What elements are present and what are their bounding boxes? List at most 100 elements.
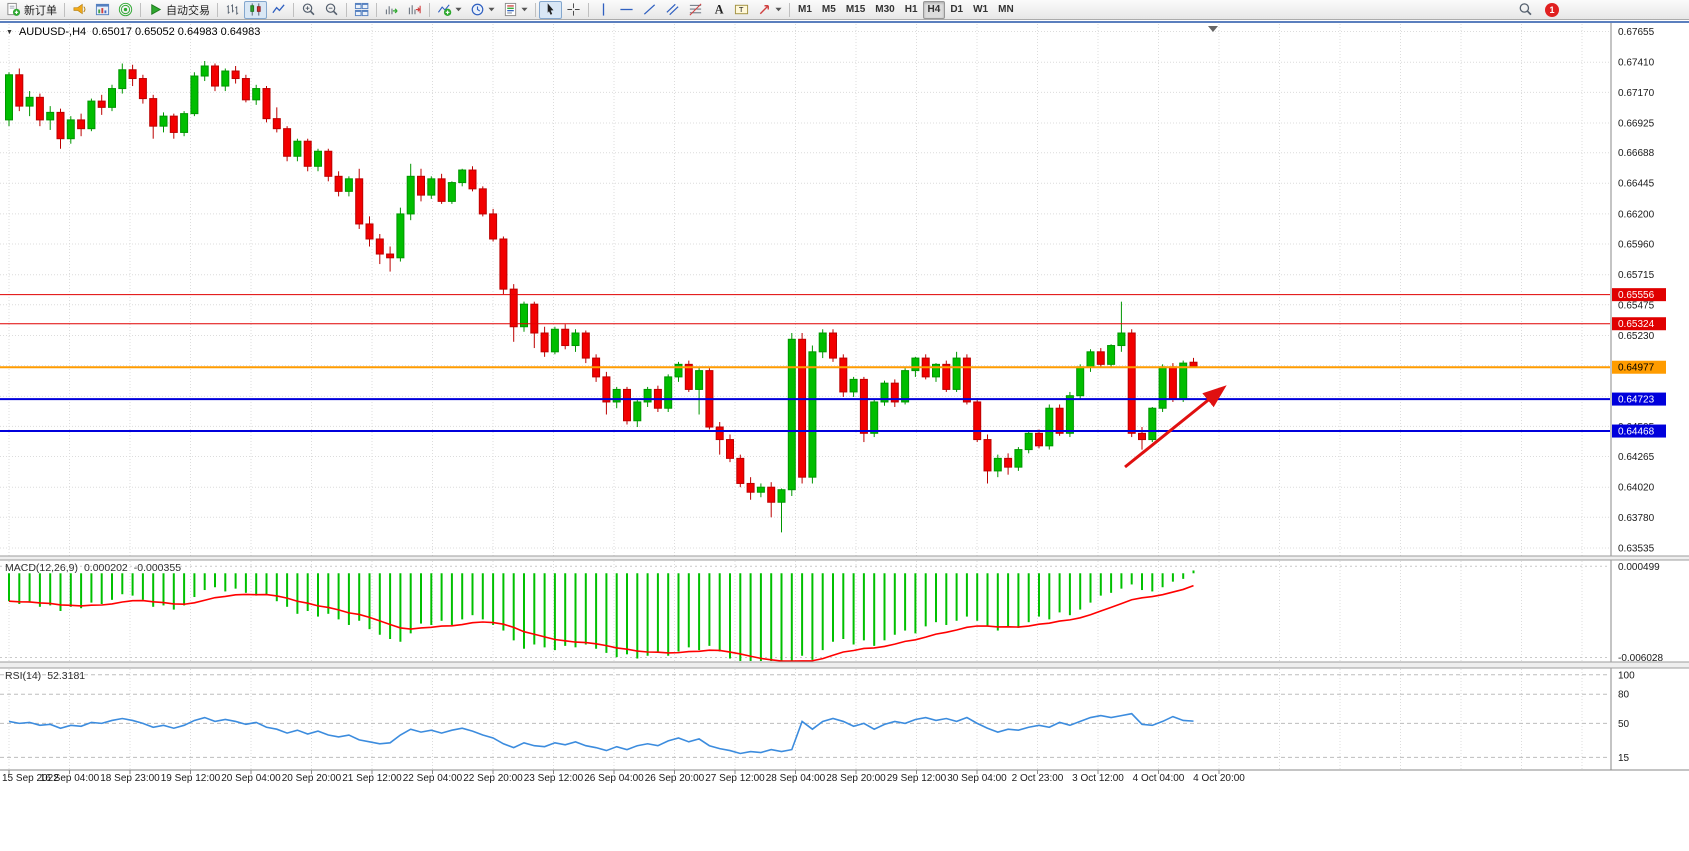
candlestick-icon [250, 3, 261, 16]
templates-icon [504, 2, 517, 17]
timeframe-d1-button[interactable]: D1 [945, 1, 968, 19]
crosshair-tool-button[interactable] [562, 1, 585, 19]
dropdown-chevron-icon [775, 7, 782, 12]
svg-text:A: A [715, 3, 724, 17]
timeframe-m30-button[interactable]: M30 [870, 1, 899, 19]
svg-text:15: 15 [1618, 753, 1630, 764]
horizontal-line-tool-button[interactable] [615, 1, 638, 19]
timeframe-h1-button[interactable]: H1 [900, 1, 923, 19]
search-button[interactable] [1514, 1, 1537, 19]
chart-title: ▼ AUDUSD-,H4 0.65017 0.65052 0.64983 0.6… [6, 26, 260, 38]
new-order-button[interactable]: 新订单 [2, 1, 61, 19]
alerts-button[interactable] [68, 1, 91, 19]
toolbar-separator [789, 2, 790, 17]
arrows-tool-button[interactable] [753, 1, 786, 19]
svg-text:2 Oct 23:00: 2 Oct 23:00 [1012, 773, 1064, 784]
zoom-in-button[interactable] [297, 1, 320, 19]
trendline-tool-button[interactable] [638, 1, 661, 19]
svg-text:0.67655: 0.67655 [1618, 27, 1655, 38]
svg-text:16 Sep 04:00: 16 Sep 04:00 [40, 773, 100, 784]
timeframe-m5-button[interactable]: M5 [817, 1, 841, 19]
fibonacci-tool-button[interactable] [684, 1, 707, 19]
chart-window: 0.67655 0.67410 0.67170 0.66925 0.66688 0.664… [0, 20, 1689, 851]
timeframe-mn-button[interactable]: MN [993, 1, 1019, 19]
chart-ohlc-values: 0.65017 0.65052 0.64983 0.64983 [92, 26, 261, 38]
periods-button[interactable] [466, 1, 499, 19]
svg-text:28 Sep 04:00: 28 Sep 04:00 [766, 773, 826, 784]
svg-text:0.65715: 0.65715 [1618, 270, 1655, 281]
svg-text:0.63780: 0.63780 [1618, 513, 1655, 524]
auto-scroll-icon [385, 6, 398, 15]
chart-canvas[interactable]: 0.67655 0.67410 0.67170 0.66925 0.66688 0.664… [0, 20, 1689, 851]
label-tool-button[interactable]: T [730, 1, 753, 19]
timeframe-h4-button[interactable]: H4 [922, 0, 946, 19]
svg-text:4 Oct 20:00: 4 Oct 20:00 [1193, 773, 1245, 784]
dropdown-chevron-icon [488, 7, 495, 12]
channel-tool-button[interactable] [661, 1, 684, 19]
autotrade-label: 自动交易 [166, 4, 210, 17]
symbol-dropdown-icon[interactable]: ▼ [6, 28, 13, 36]
svg-text:50: 50 [1618, 719, 1630, 730]
toolbar-separator [64, 2, 65, 17]
text-icon: A [715, 3, 724, 17]
rsi-value: 52.3181 [47, 670, 86, 682]
svg-text:0.63535: 0.63535 [1618, 544, 1655, 555]
svg-text:0.65230: 0.65230 [1618, 331, 1655, 342]
toolbar-separator [346, 2, 347, 17]
svg-text:20 Sep 04:00: 20 Sep 04:00 [221, 773, 281, 784]
svg-text:0.66200: 0.66200 [1618, 209, 1655, 220]
timeframe-m1-button[interactable]: M1 [793, 1, 817, 19]
svg-text:23 Sep 12:00: 23 Sep 12:00 [524, 773, 584, 784]
svg-text:28 Sep 20:00: 28 Sep 20:00 [826, 773, 886, 784]
chart-symbol-period: AUDUSD-,H4 [18, 26, 87, 38]
indicators-button[interactable] [433, 1, 466, 19]
svg-text:0.000499: 0.000499 [1618, 562, 1660, 573]
zoom-in-icon [302, 3, 315, 16]
auto-scroll-button[interactable] [380, 1, 403, 19]
timeframe-m15-button[interactable]: M15 [841, 1, 870, 19]
candlestick-mode-button[interactable] [244, 0, 267, 19]
trendline-icon [643, 4, 656, 15]
channel-icon [666, 3, 679, 16]
cursor-tool-button[interactable] [539, 0, 562, 19]
svg-text:0.65960: 0.65960 [1618, 240, 1655, 251]
templates-button[interactable] [499, 1, 532, 19]
svg-text:0.64977: 0.64977 [1618, 363, 1655, 374]
toolbar-separator [140, 2, 141, 17]
vertical-line-tool-button[interactable] [592, 1, 615, 19]
macd-signal-value: -0.000355 [133, 562, 182, 574]
svg-text:18 Sep 23:00: 18 Sep 23:00 [100, 773, 160, 784]
new-chart-button[interactable] [91, 1, 114, 19]
line-chart-mode-button[interactable] [267, 1, 290, 19]
horizontal-line-icon [620, 8, 633, 11]
text-tool-button[interactable]: A [707, 1, 730, 19]
autotrade-button[interactable]: 自动交易 [144, 1, 214, 19]
notification-badge[interactable]: 1 [1545, 2, 1559, 17]
bar-chart-mode-button[interactable] [221, 1, 244, 19]
search-icon [1519, 3, 1532, 16]
svg-text:15 Sep 2022: 15 Sep 2022 [2, 773, 59, 784]
market-depth-button[interactable] [114, 1, 137, 19]
timeframe-w1-button[interactable]: W1 [968, 1, 993, 19]
indicators-icon [437, 4, 452, 16]
dropdown-chevron-icon [455, 7, 462, 12]
svg-text:22 Sep 04:00: 22 Sep 04:00 [403, 773, 463, 784]
line-chart-icon [272, 4, 285, 14]
market-depth-icon [118, 2, 133, 17]
svg-text:0.66688: 0.66688 [1618, 148, 1655, 159]
zoom-out-button[interactable] [320, 1, 343, 19]
arrows-icon [759, 5, 769, 15]
tile-windows-button[interactable] [350, 1, 373, 19]
toolbar-separator [535, 2, 536, 17]
fibonacci-icon [689, 3, 702, 16]
toolbar-right-group: 1 [1514, 1, 1559, 19]
svg-text:4 Oct 04:00: 4 Oct 04:00 [1133, 773, 1185, 784]
chart-shift-button[interactable] [403, 1, 426, 19]
autotrade-play-icon [151, 4, 162, 15]
toolbar-separator [429, 2, 430, 17]
svg-text:0.66445: 0.66445 [1618, 179, 1655, 190]
toolbar-separator [588, 2, 589, 17]
macd-indicator-label: MACD(12,26,9) 0.000202 -0.000355 [5, 562, 181, 574]
svg-text:3 Oct 12:00: 3 Oct 12:00 [1072, 773, 1124, 784]
